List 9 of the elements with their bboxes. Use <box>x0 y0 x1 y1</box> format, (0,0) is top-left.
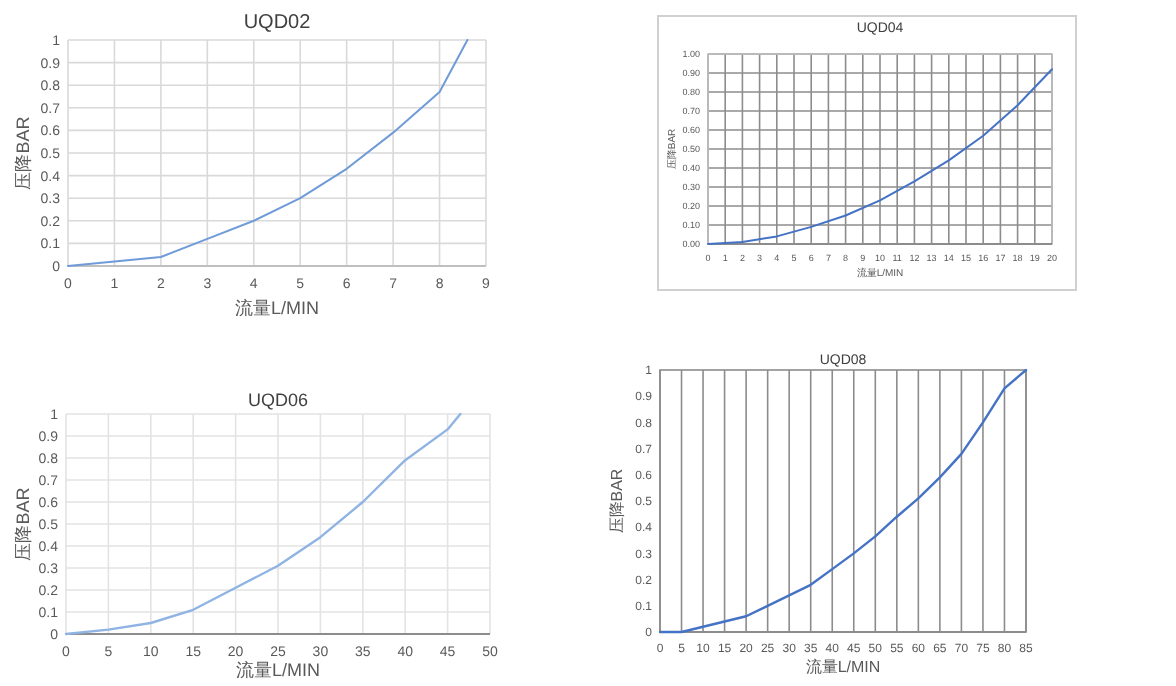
line-series <box>658 368 1028 634</box>
x-axis-title: 流量L/MIN <box>235 660 321 680</box>
chart-title: UQD06 <box>247 390 309 410</box>
y-axis-title: 压降BAR <box>608 468 627 534</box>
x-axis-title: 流量L/MIN <box>805 658 881 676</box>
x-axis-title: 流量L/MIN <box>234 298 320 318</box>
y-axis-title: 压降BAR <box>12 486 33 561</box>
y-axis-title: 压降BAR <box>12 115 33 190</box>
chart-title: UQD02 <box>243 12 312 34</box>
